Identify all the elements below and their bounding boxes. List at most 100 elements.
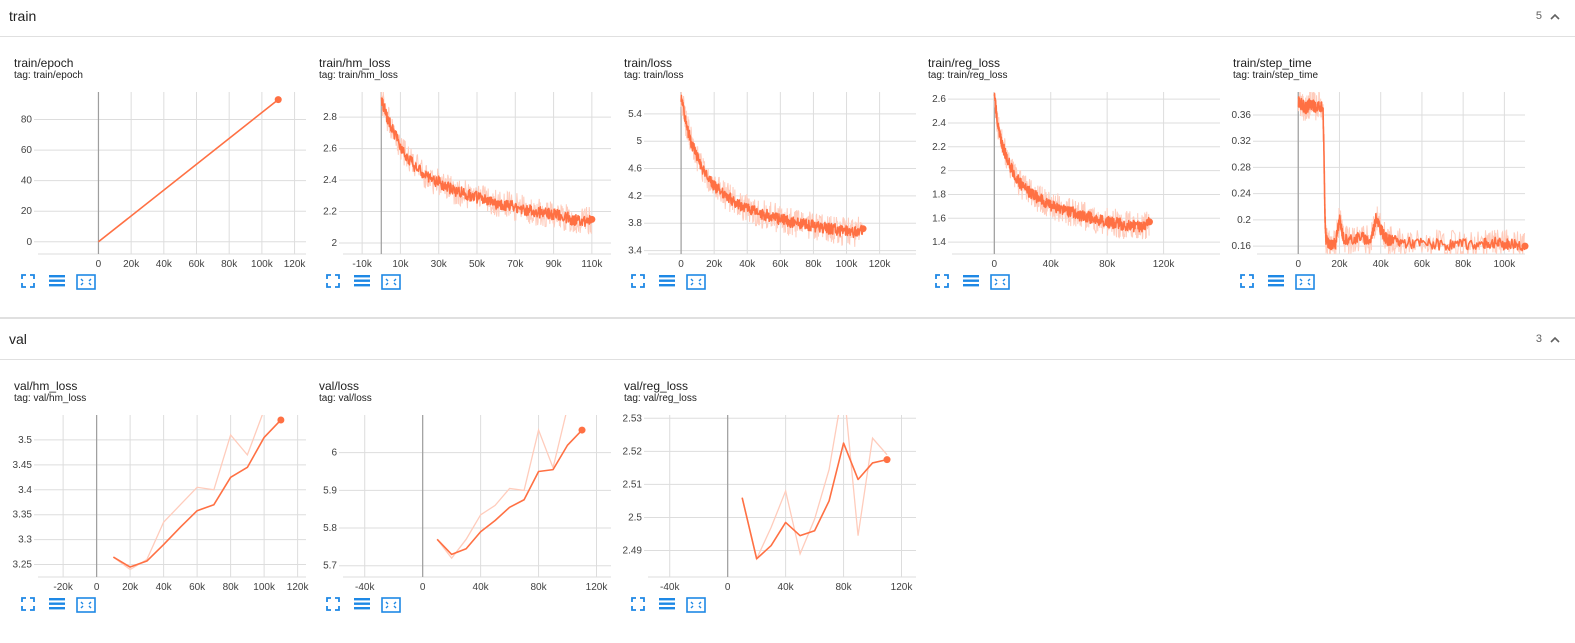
data-table-icon[interactable] bbox=[353, 597, 371, 616]
fullscreen-icon[interactable] bbox=[326, 274, 340, 293]
x-tick-label: 40k bbox=[156, 582, 173, 591]
y-tick-label: 5.8 bbox=[323, 523, 337, 534]
last-point-marker bbox=[1145, 218, 1153, 226]
chevron-up-icon[interactable] bbox=[1549, 10, 1561, 28]
chart-card-train-epoch: train/epoch tag: train/epoch 0 20k 40k 60k 8… bbox=[0, 56, 306, 316]
y-tick-label: 2.4 bbox=[323, 175, 337, 186]
y-tick-label: 2.8 bbox=[323, 112, 337, 123]
fit-domain-icon[interactable] bbox=[686, 274, 706, 295]
fullscreen-icon[interactable] bbox=[21, 597, 35, 616]
fullscreen-icon[interactable] bbox=[935, 274, 949, 293]
fit-domain-icon[interactable] bbox=[76, 597, 96, 618]
last-point-marker bbox=[588, 215, 596, 223]
y-tick-label: 3.4 bbox=[628, 246, 642, 257]
section-header-val[interactable]: val 3 bbox=[0, 323, 1575, 360]
smoothed-series-line bbox=[680, 94, 864, 239]
line-chart[interactable]: -10k 10k 30k 50k 70k 90k 110k 2 2.2 2.4 2.6 2.8 bbox=[305, 82, 615, 268]
x-tick-label: -40k bbox=[355, 582, 375, 591]
chevron-up-icon[interactable] bbox=[1549, 333, 1561, 351]
section-card-count: 3 bbox=[1535, 333, 1542, 345]
fullscreen-icon[interactable] bbox=[631, 274, 645, 293]
fullscreen-icon[interactable] bbox=[631, 597, 645, 616]
chart-card-train-hm-loss: train/hm_loss tag: train/hm_loss -10k 10k… bbox=[305, 56, 611, 316]
y-tick-label: 3.35 bbox=[13, 510, 33, 521]
fit-domain-icon[interactable] bbox=[990, 274, 1010, 295]
y-tick-label: 0.36 bbox=[1232, 110, 1252, 121]
chart-card-val-reg-loss: val/reg_loss tag: val/reg_loss -40k 0 40k 8… bbox=[610, 379, 916, 639]
x-tick-label: 100k bbox=[253, 582, 276, 591]
y-tick-label: 5.7 bbox=[323, 561, 337, 572]
y-tick-label: 0.24 bbox=[1232, 189, 1252, 200]
data-table-icon[interactable] bbox=[353, 274, 371, 293]
raw-series-line bbox=[1297, 92, 1525, 254]
y-tick-label: 0.16 bbox=[1232, 241, 1252, 252]
y-tick-label: 2.51 bbox=[623, 479, 643, 490]
fit-domain-icon[interactable] bbox=[381, 597, 401, 618]
x-tick-label: 60k bbox=[189, 582, 206, 591]
x-tick-label: 60k bbox=[188, 259, 205, 268]
x-tick-label: 120k bbox=[1153, 259, 1176, 268]
x-tick-label: 80k bbox=[1455, 259, 1472, 268]
last-point-marker bbox=[277, 416, 285, 424]
line-chart[interactable]: 0 20k 40k 60k 80k 100k 0.16 0.2 0.24 0.28 0.32 0.36 bbox=[1219, 82, 1529, 268]
x-tick-label: 80k bbox=[221, 259, 238, 268]
fullscreen-icon[interactable] bbox=[1240, 274, 1254, 293]
data-table-icon[interactable] bbox=[962, 274, 980, 293]
chart-tag: tag: train/hm_loss bbox=[319, 70, 398, 81]
chart-card-train-step-time: train/step_time tag: train/step_time 0 20… bbox=[1219, 56, 1529, 316]
section-title: train bbox=[9, 8, 37, 24]
line-chart[interactable]: -40k 0 40k 80k 120k 5.7 5.8 5.9 6 bbox=[305, 405, 615, 591]
x-tick-label: 0 bbox=[725, 582, 731, 591]
x-tick-label: 0 bbox=[992, 259, 998, 268]
x-tick-label: 40k bbox=[156, 259, 173, 268]
x-tick-label: 40k bbox=[1043, 259, 1060, 268]
y-tick-label: 2.52 bbox=[623, 446, 643, 457]
y-tick-label: 3.4 bbox=[18, 485, 32, 496]
data-table-icon[interactable] bbox=[658, 274, 676, 293]
fullscreen-icon[interactable] bbox=[21, 274, 35, 293]
fit-domain-icon[interactable] bbox=[1295, 274, 1315, 295]
chart-tag: tag: val/hm_loss bbox=[14, 393, 87, 404]
y-tick-label: 1.6 bbox=[932, 213, 946, 224]
data-table-icon[interactable] bbox=[1267, 274, 1285, 293]
line-chart[interactable]: -20k 0 20k 40k 60k 80k 100k 120k 3.25 3.3 3.35 3.4 3… bbox=[0, 405, 310, 591]
y-tick-label: 2.53 bbox=[623, 413, 643, 424]
x-tick-label: 10k bbox=[392, 259, 409, 268]
last-point-marker bbox=[1521, 242, 1529, 250]
line-chart[interactable]: 0 20k 40k 60k 80k 100k 120k 3.4 3.8 4.2 4.6 5 5.4 bbox=[610, 82, 920, 268]
x-tick-label: 20k bbox=[123, 259, 140, 268]
y-tick-label: 2.6 bbox=[323, 144, 337, 155]
x-tick-label: 40k bbox=[778, 582, 795, 591]
data-table-icon[interactable] bbox=[48, 597, 66, 616]
y-tick-label: 60 bbox=[21, 145, 33, 156]
y-tick-label: 40 bbox=[21, 176, 33, 187]
fit-domain-icon[interactable] bbox=[686, 597, 706, 618]
data-table-icon[interactable] bbox=[658, 597, 676, 616]
y-tick-label: 6 bbox=[331, 448, 337, 459]
x-tick-label: -10k bbox=[352, 259, 372, 268]
fullscreen-icon[interactable] bbox=[326, 597, 340, 616]
y-tick-label: 3.5 bbox=[18, 435, 32, 446]
y-tick-label: 4.6 bbox=[628, 164, 642, 175]
line-chart[interactable]: -40k 0 40k 80k 120k 2.49 2.5 2.51 2.52 2.53 bbox=[610, 405, 920, 591]
x-tick-label: 30k bbox=[431, 259, 448, 268]
fit-domain-icon[interactable] bbox=[381, 274, 401, 295]
x-tick-label: 80k bbox=[531, 582, 548, 591]
data-table-icon[interactable] bbox=[48, 274, 66, 293]
fit-domain-icon[interactable] bbox=[76, 274, 96, 295]
section-header-train[interactable]: train 5 bbox=[0, 0, 1575, 37]
y-tick-label: 2.2 bbox=[323, 207, 337, 218]
raw-series-line bbox=[993, 92, 1150, 240]
y-tick-label: 20 bbox=[21, 206, 33, 217]
y-tick-label: 5.4 bbox=[628, 109, 642, 120]
chart-title: train/loss bbox=[624, 56, 673, 70]
x-tick-label: 70k bbox=[507, 259, 524, 268]
y-tick-label: 5 bbox=[636, 136, 642, 147]
x-tick-label: 0 bbox=[678, 259, 684, 268]
line-chart[interactable]: 0 20k 40k 60k 80k 100k 120k 0 20 40 60 80 bbox=[0, 82, 310, 268]
line-chart[interactable]: 0 40k 80k 120k 1.4 1.6 1.8 2 2.2 2.4 2.6 bbox=[914, 82, 1224, 268]
y-tick-label: 0.32 bbox=[1232, 136, 1252, 147]
x-tick-label: -20k bbox=[53, 582, 73, 591]
x-tick-label: 100k bbox=[251, 259, 274, 268]
x-tick-label: 40k bbox=[739, 259, 756, 268]
